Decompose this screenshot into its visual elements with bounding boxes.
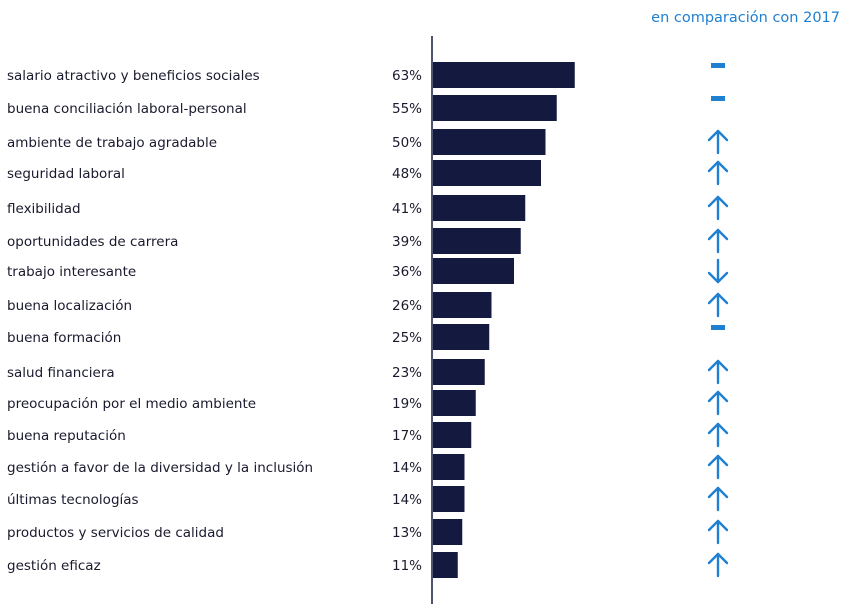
bar [433, 195, 526, 221]
bar [433, 95, 557, 121]
bar [433, 552, 458, 578]
value-label: 50% [392, 135, 422, 151]
bar [433, 486, 465, 512]
category-label: oportunidades de carrera [7, 234, 178, 250]
comparison-header: en comparación con 2017 [651, 10, 840, 26]
category-label: gestión eficaz [7, 558, 101, 574]
trend-up-arrow-icon [707, 292, 729, 318]
category-label: salario atractivo y beneficios sociales [7, 68, 260, 84]
bar [433, 129, 546, 155]
bar [433, 160, 541, 186]
category-label: seguridad laboral [7, 166, 125, 182]
trend-up-arrow-icon [707, 422, 729, 448]
category-label: salud financiera [7, 365, 115, 381]
value-label: 39% [392, 234, 422, 250]
value-label: 23% [392, 365, 422, 381]
trend-up-arrow-icon [707, 519, 729, 545]
bar [433, 422, 472, 448]
value-label: 26% [392, 298, 422, 314]
category-label: gestión a favor de la diversidad y la in… [7, 460, 313, 476]
trend-up-arrow-icon [707, 454, 729, 480]
trend-up-arrow-icon [707, 390, 729, 416]
value-label: 19% [392, 396, 422, 412]
value-label: 36% [392, 264, 422, 280]
bar [433, 258, 514, 284]
value-label: 41% [392, 201, 422, 217]
category-label: preocupación por el medio ambiente [7, 396, 256, 412]
trend-up-arrow-icon [707, 195, 729, 221]
value-label: 25% [392, 330, 422, 346]
trend-up-arrow-icon [707, 160, 729, 186]
value-label: 14% [392, 460, 422, 476]
bar [433, 454, 465, 480]
trend-up-arrow-icon [707, 359, 729, 385]
value-label: 14% [392, 492, 422, 508]
bar [433, 228, 521, 254]
category-label: ambiente de trabajo agradable [7, 135, 217, 151]
bar [433, 62, 575, 88]
category-label: trabajo interesante [7, 264, 136, 280]
trend-same-icon [711, 63, 725, 68]
trend-up-arrow-icon [707, 552, 729, 578]
trend-up-arrow-icon [707, 486, 729, 512]
value-label: 13% [392, 525, 422, 541]
value-label: 63% [392, 68, 422, 84]
value-label: 11% [392, 558, 422, 574]
trend-up-arrow-icon [707, 129, 729, 155]
trend-up-arrow-icon [707, 228, 729, 254]
value-label: 17% [392, 428, 422, 444]
category-label: flexibilidad [7, 201, 81, 217]
category-label: buena reputación [7, 428, 126, 444]
trend-same-icon [711, 96, 725, 101]
chart-rows: salario atractivo y beneficios sociales 6… [7, 62, 729, 578]
category-label: buena formación [7, 330, 121, 346]
category-label: productos y servicios de calidad [7, 525, 224, 541]
bar [433, 519, 463, 545]
trend-same-icon [711, 325, 725, 330]
value-label: 48% [392, 166, 422, 182]
value-label: 55% [392, 101, 422, 117]
bar [433, 390, 476, 416]
trend-down-arrow-icon [707, 258, 729, 284]
category-label: buena localización [7, 298, 132, 314]
bar [433, 324, 490, 350]
category-label: buena conciliación laboral-personal [7, 101, 247, 117]
category-label: últimas tecnologías [7, 492, 139, 508]
bar [433, 292, 492, 318]
bar [433, 359, 485, 385]
